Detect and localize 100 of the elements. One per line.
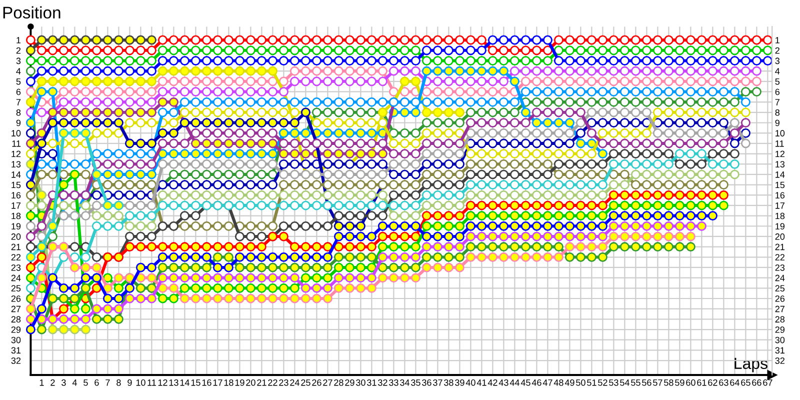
x-tick-label: 57 bbox=[653, 380, 662, 386]
y2-tick-label: 15 bbox=[776, 182, 785, 188]
y-tick-label: 12 bbox=[12, 150, 21, 158]
x-tick-label: 16 bbox=[202, 379, 212, 386]
x-tick-label: 19 bbox=[235, 379, 244, 386]
y2-tick-label: 27 bbox=[775, 306, 784, 312]
x-tick-label: 53 bbox=[609, 379, 618, 386]
x-tick-label: 22 bbox=[268, 379, 278, 386]
x-tick-label: 48 bbox=[554, 379, 564, 386]
x-tick-label: 32 bbox=[378, 379, 388, 386]
x-tick-label: 63 bbox=[719, 379, 728, 386]
y-tick-label: 22 bbox=[11, 254, 21, 260]
x-tick-label: 25 bbox=[301, 379, 310, 386]
y2-tick-label: 9 bbox=[775, 120, 780, 126]
y-tick-label: 18 bbox=[12, 212, 21, 220]
x-tick-label: 34 bbox=[400, 379, 410, 386]
y-tick-label: 30 bbox=[11, 336, 21, 344]
x-tick-label: 18 bbox=[224, 379, 234, 386]
y-tick-label: 24 bbox=[11, 274, 21, 282]
x-tick-label: 30 bbox=[356, 379, 366, 386]
x-tick-label: 11 bbox=[148, 380, 156, 386]
y2-tick-label: 28 bbox=[775, 316, 785, 323]
y2-tick-label: 2 bbox=[775, 47, 780, 54]
x-tick-label: 54 bbox=[620, 380, 630, 386]
y2-tick-label: 5 bbox=[775, 78, 780, 85]
y-tick-label: 4 bbox=[16, 68, 21, 74]
y-tick-label: 3 bbox=[16, 58, 21, 64]
x-tick-label: 64 bbox=[730, 379, 740, 386]
x-tick-label: 23 bbox=[279, 379, 288, 386]
y-tick-label: 11 bbox=[12, 140, 21, 147]
x-tick-label: 59 bbox=[675, 379, 684, 386]
x-tick-label: 40 bbox=[466, 379, 476, 386]
x-tick-label: 43 bbox=[498, 379, 508, 386]
y2-tick-label: 32 bbox=[775, 357, 784, 364]
y-tick-label: 16 bbox=[12, 192, 21, 198]
x-tick-label: 49 bbox=[564, 379, 574, 386]
y-tick-label: 26 bbox=[11, 295, 21, 302]
x-tick-label: 51 bbox=[587, 380, 596, 386]
y-tick-label: 23 bbox=[11, 264, 21, 271]
x-tick-label: 9 bbox=[128, 379, 132, 386]
y-tick-label: 5 bbox=[16, 78, 21, 85]
x-tick-label: 45 bbox=[520, 380, 530, 386]
y-tick-label: 27 bbox=[11, 306, 21, 312]
y2-tick-label: 6 bbox=[775, 88, 780, 96]
y-tick-label: 21 bbox=[11, 244, 21, 250]
x-tick-label: 7 bbox=[106, 380, 110, 386]
x-tick-label: 4 bbox=[72, 380, 77, 386]
y2-tick-label: 8 bbox=[775, 109, 780, 116]
x-tick-label: 62 bbox=[708, 379, 718, 386]
y2-tick-label: 12 bbox=[776, 150, 784, 158]
x-tick-label: 15 bbox=[191, 380, 200, 386]
y-tick-label: 13 bbox=[12, 161, 21, 168]
y-tick-label: 2 bbox=[16, 47, 21, 54]
y2-tick-label: 3 bbox=[775, 58, 780, 64]
y2-tick-label: 19 bbox=[776, 223, 784, 230]
x-tick-label: 38 bbox=[444, 379, 454, 386]
y2-tick-label: 16 bbox=[776, 192, 785, 198]
x-tick-label: 31 bbox=[367, 379, 376, 386]
x-tick-label: 27 bbox=[323, 379, 332, 386]
x-tick-label: 14 bbox=[180, 380, 190, 386]
x-tick-label: 17 bbox=[213, 380, 222, 386]
y2-tick-label: 21 bbox=[775, 244, 784, 250]
x-tick-label: 8 bbox=[116, 379, 121, 386]
x-tick-label: 42 bbox=[488, 379, 498, 386]
y-tick-label: 20 bbox=[11, 233, 21, 240]
x-tick-label: 52 bbox=[598, 379, 608, 386]
y2-tick-label: 18 bbox=[776, 212, 785, 220]
y2-tick-label: 17 bbox=[776, 202, 784, 209]
x-tick-label: 61 bbox=[697, 379, 706, 386]
y-tick-label: 14 bbox=[12, 172, 21, 178]
y-tick-label: 17 bbox=[12, 202, 21, 209]
x-tick-label: 20 bbox=[246, 379, 256, 386]
y2-tick-label: 23 bbox=[775, 264, 785, 271]
x-tick-label: 46 bbox=[532, 379, 542, 386]
x-tick-label: 5 bbox=[84, 380, 88, 386]
x-tick-label: 33 bbox=[389, 379, 398, 386]
y-tick-label: 32 bbox=[11, 357, 21, 364]
x-tick-label: 56 bbox=[642, 379, 652, 386]
y-tick-label: 25 bbox=[11, 285, 21, 292]
x-tick-label: 50 bbox=[576, 379, 586, 386]
x-tick-label: 36 bbox=[422, 379, 432, 386]
x-tick-label: 26 bbox=[312, 379, 322, 386]
x-tick-label: 58 bbox=[664, 379, 674, 386]
y2-tick-label: 11 bbox=[776, 140, 784, 147]
x-tick-label: 39 bbox=[455, 379, 464, 386]
y2-tick-label: 30 bbox=[775, 336, 785, 344]
x-tick-label: 28 bbox=[334, 379, 344, 386]
x-tick-label: 55 bbox=[631, 380, 640, 386]
y2-tick-label: 31 bbox=[775, 347, 784, 354]
x-tick-label: 35 bbox=[411, 379, 420, 386]
x-tick-label: 37 bbox=[433, 379, 442, 386]
y2-tick-label: 29 bbox=[775, 326, 784, 333]
y-tick-label: 29 bbox=[11, 326, 21, 333]
x-tick-label: 10 bbox=[136, 379, 146, 386]
y-tick-label: 1 bbox=[16, 37, 21, 44]
x-tick-label: 65 bbox=[741, 379, 750, 386]
x-tick-label: 44 bbox=[510, 380, 520, 386]
x-tick-label: 60 bbox=[686, 379, 696, 386]
y2-tick-label: 10 bbox=[776, 130, 785, 136]
y2-tick-label: 24 bbox=[775, 274, 785, 282]
